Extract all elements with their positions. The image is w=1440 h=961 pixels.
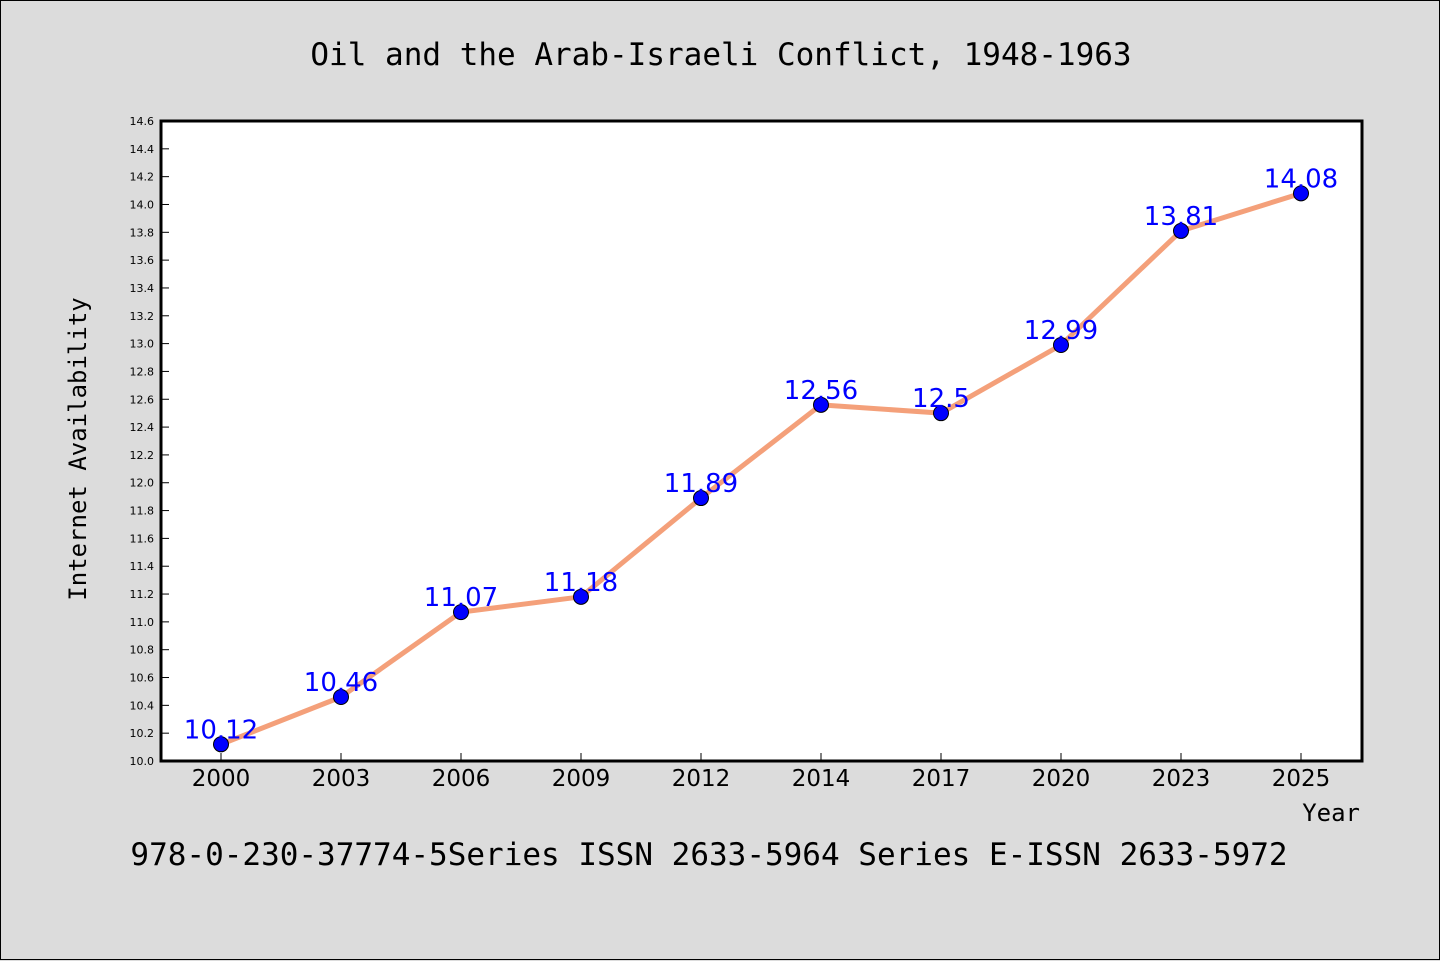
x-tick-label: 2014: [792, 766, 851, 792]
y-tick-label: 11.6: [130, 532, 155, 545]
x-tick-label: 2020: [1032, 766, 1091, 792]
data-label: 11.89: [664, 469, 738, 499]
plot-area: [159, 119, 1364, 763]
y-tick-label: 13.0: [130, 338, 155, 351]
data-point-marker: [573, 588, 589, 605]
y-tick-label: 14.6: [130, 115, 155, 128]
data-label: 12.99: [1024, 316, 1098, 346]
chart-title: Oil and the Arab-Israeli Conflict, 1948-…: [310, 37, 1131, 73]
data-point-marker: [1053, 337, 1069, 353]
data-label: 10.12: [184, 715, 258, 745]
x-tick-label: 2006: [432, 766, 491, 792]
data-point-marker: [1173, 222, 1189, 239]
x-tick-label: 2009: [552, 766, 611, 792]
x-tick-label: 2012: [672, 766, 731, 792]
y-tick-label: 14.2: [130, 171, 155, 184]
y-tick-label: 13.8: [130, 226, 155, 239]
y-axis: 10.0 10.2 10.4 10.6 10.8 11.0 11.2 11.4 11.6 11.8…: [130, 115, 169, 768]
data-point-marker: [813, 396, 829, 413]
x-axis-label: Year: [1302, 799, 1360, 827]
x-tick-label: 2000: [192, 766, 251, 792]
y-tick-label: 14.0: [130, 198, 155, 211]
y-tick-label: 12.4: [130, 421, 155, 434]
x-tick-label: 2003: [312, 766, 371, 792]
y-tick-label: 10.4: [130, 699, 155, 712]
y-tick-label: 11.8: [130, 505, 155, 518]
data-label: 12.56: [784, 376, 858, 406]
y-tick-label: 12.2: [130, 449, 155, 462]
y-tick-label: 12.6: [130, 393, 155, 406]
data-label: 14.08: [1264, 164, 1338, 194]
y-tick-label: 12.8: [130, 365, 155, 378]
y-tick-label: 10.8: [130, 644, 155, 657]
y-tick-label: 13.2: [130, 310, 155, 323]
data-label: 12.5: [912, 384, 970, 414]
y-axis-label: Internet Availability: [64, 297, 92, 600]
y-tick-label: 10.0: [130, 755, 155, 768]
data-point-marker: [1293, 185, 1309, 202]
y-tick-label: 11.0: [130, 616, 155, 629]
x-tick-label: 2023: [1152, 766, 1211, 792]
data-label: 11.07: [424, 583, 498, 613]
x-tick-label: 2025: [1272, 766, 1331, 792]
data-point-marker: [333, 689, 349, 705]
y-tick-label: 10.2: [130, 727, 155, 740]
y-tick-label: 12.0: [130, 477, 155, 490]
y-tick-label: 13.4: [130, 282, 155, 295]
series-line: [218, 190, 1304, 747]
data-point-marker: [933, 405, 949, 422]
data-label: 13.81: [1144, 202, 1218, 232]
y-tick-label: 10.6: [130, 672, 155, 685]
x-axis: 2000 2003 2006 2009 2012 2014 2017 2020 2023 2025: [192, 753, 1331, 792]
y-tick-label: 11.2: [130, 588, 155, 601]
data-label: 10.46: [304, 668, 378, 698]
y-tick-label: 14.4: [130, 143, 155, 156]
data-point-marker: [213, 736, 229, 753]
y-tick-label: 13.6: [130, 254, 155, 267]
data-point-marker: [453, 604, 469, 621]
footer-isbn-text: 978-0-230-37774-5Series ISSN 2633-5964 S…: [130, 837, 1287, 873]
data-label: 11.18: [544, 568, 618, 598]
y-tick-label: 11.4: [130, 560, 155, 573]
data-point-marker: [693, 490, 709, 507]
series-layer: 10.12 10.46 11.07 11.18 11.89 12.56 12.5 12.99 1…: [184, 164, 1338, 753]
x-tick-label: 2017: [912, 766, 971, 792]
